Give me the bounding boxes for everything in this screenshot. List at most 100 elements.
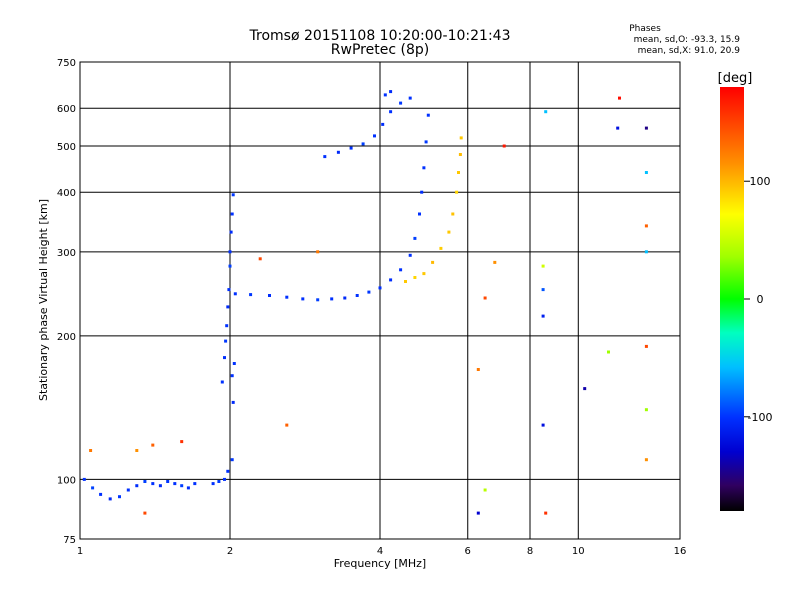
data-point bbox=[408, 96, 412, 100]
data-point bbox=[227, 288, 231, 292]
data-point bbox=[644, 408, 648, 412]
data-point bbox=[367, 290, 371, 294]
data-point bbox=[135, 449, 139, 452]
data-point bbox=[476, 368, 480, 371]
y-tick-label: 400 bbox=[57, 188, 76, 199]
data-point bbox=[644, 344, 648, 348]
colorbar-tick-label: -100 bbox=[748, 411, 773, 424]
x-axis-label: Frequency [MHz] bbox=[334, 557, 426, 570]
data-point bbox=[336, 150, 340, 154]
data-point bbox=[426, 113, 430, 117]
data-point bbox=[583, 387, 587, 391]
data-point bbox=[211, 482, 215, 486]
x-tick-label: 2 bbox=[227, 546, 233, 557]
colorbar-tick-label: 100 bbox=[750, 175, 771, 188]
data-point bbox=[644, 458, 648, 462]
data-point bbox=[231, 193, 235, 197]
x-tick-label: 10 bbox=[572, 546, 585, 557]
data-point bbox=[316, 250, 320, 254]
data-point bbox=[541, 264, 545, 268]
data-point bbox=[229, 230, 233, 234]
colorbar-gradient bbox=[720, 87, 744, 511]
data-point bbox=[323, 155, 327, 159]
data-point bbox=[541, 314, 545, 318]
data-point bbox=[166, 480, 170, 483]
data-point bbox=[135, 484, 139, 488]
data-point bbox=[268, 294, 271, 297]
data-point bbox=[223, 356, 226, 360]
data-point bbox=[431, 260, 435, 264]
x-tick-label: 16 bbox=[674, 546, 687, 557]
data-point bbox=[373, 134, 376, 138]
data-point bbox=[355, 294, 359, 297]
data-point bbox=[422, 166, 426, 170]
data-point bbox=[316, 298, 320, 302]
plot-area: 1 2 4 6 8 10 16 75 100 200 300 400 500 600 750 bbox=[57, 58, 686, 557]
chart-title: Tromsø 20151108 10:20:00-10:21:43 bbox=[249, 28, 511, 44]
data-point bbox=[220, 380, 224, 384]
data-points bbox=[82, 90, 648, 515]
y-tick-label: 500 bbox=[57, 142, 76, 153]
data-point bbox=[483, 296, 487, 300]
data-point bbox=[439, 246, 443, 250]
data-point bbox=[330, 297, 334, 301]
data-point bbox=[455, 190, 459, 194]
data-point bbox=[143, 511, 147, 515]
data-point bbox=[459, 136, 463, 140]
data-point bbox=[457, 171, 460, 174]
stats-title: Phases bbox=[629, 24, 661, 34]
data-point bbox=[151, 443, 155, 447]
data-point bbox=[186, 486, 190, 490]
data-point bbox=[389, 278, 393, 282]
data-point bbox=[644, 224, 648, 228]
data-point bbox=[389, 90, 393, 94]
data-point bbox=[217, 480, 221, 483]
data-point bbox=[108, 497, 112, 501]
stats-line-o: mean, sd,O: -93.3, 15.9 bbox=[634, 35, 741, 45]
data-point bbox=[399, 268, 403, 272]
data-point bbox=[383, 93, 387, 97]
y-tick-label: 300 bbox=[57, 248, 76, 259]
data-point bbox=[228, 264, 232, 268]
data-point bbox=[118, 495, 121, 499]
data-point bbox=[607, 350, 610, 354]
data-point bbox=[89, 449, 93, 452]
data-point bbox=[422, 272, 426, 276]
y-tick-label: 100 bbox=[57, 475, 76, 486]
data-point bbox=[408, 253, 412, 257]
data-point bbox=[230, 374, 234, 378]
data-point bbox=[232, 362, 236, 365]
data-point bbox=[82, 477, 86, 481]
data-point bbox=[493, 260, 497, 264]
data-point bbox=[399, 101, 403, 105]
y-tick-label: 75 bbox=[63, 535, 76, 546]
data-point bbox=[231, 400, 235, 404]
data-point bbox=[418, 212, 421, 216]
data-point bbox=[451, 212, 455, 216]
colorbar-ticks: 100 0 -100 bbox=[744, 175, 772, 424]
data-point bbox=[173, 482, 177, 486]
data-point bbox=[180, 484, 184, 488]
y-tick-label: 750 bbox=[57, 58, 76, 69]
data-point bbox=[230, 458, 234, 462]
data-point bbox=[544, 110, 548, 114]
data-point bbox=[180, 440, 184, 444]
data-point bbox=[483, 488, 487, 492]
data-point bbox=[158, 484, 162, 488]
data-point bbox=[226, 469, 230, 473]
data-point bbox=[502, 144, 506, 148]
data-point bbox=[230, 212, 234, 216]
data-point bbox=[389, 110, 393, 114]
y-tick-label: 600 bbox=[57, 104, 76, 115]
data-point bbox=[476, 511, 480, 515]
data-point bbox=[381, 122, 385, 126]
data-point bbox=[424, 140, 428, 144]
data-point bbox=[413, 236, 417, 240]
colorbar-tick-label: 0 bbox=[757, 293, 764, 306]
data-point bbox=[126, 488, 130, 492]
data-point bbox=[541, 288, 545, 292]
y-tick-label: 200 bbox=[57, 332, 76, 343]
data-point bbox=[99, 492, 103, 496]
colorbar-label: [deg] bbox=[718, 71, 753, 86]
